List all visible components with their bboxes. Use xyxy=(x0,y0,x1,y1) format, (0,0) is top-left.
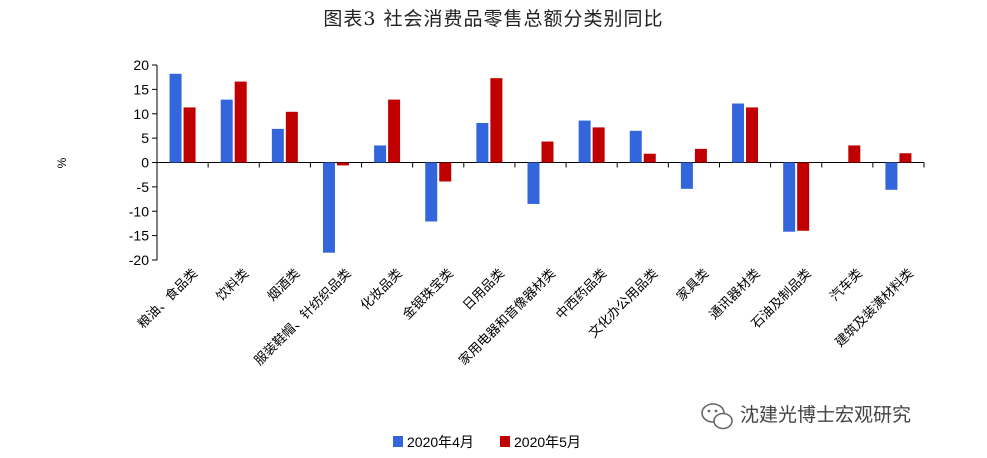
legend-label: 2020年5月 xyxy=(514,434,581,450)
x-category-label: 烟酒类 xyxy=(265,266,303,304)
bar-april xyxy=(783,162,796,232)
watermark-text: 沈建光博士宏观研究 xyxy=(740,404,911,426)
y-tick-label: -15 xyxy=(129,228,149,244)
bar-april xyxy=(680,162,693,189)
legend: 2020年4月 2020年5月 xyxy=(393,434,581,450)
x-category-label: 粮油、食品类 xyxy=(134,266,200,332)
y-tick-label: 5 xyxy=(141,130,149,146)
bar-april xyxy=(425,162,438,222)
x-category-label: 家用电器和音像器材类 xyxy=(456,266,559,369)
bar-may xyxy=(694,148,707,163)
y-tick-label: 15 xyxy=(133,81,149,97)
bar-may xyxy=(797,162,810,231)
bar-april xyxy=(322,162,335,253)
bar-may xyxy=(490,78,503,163)
bar-may xyxy=(336,162,349,166)
bar-may xyxy=(848,145,861,163)
y-tick-label: 20 xyxy=(133,57,149,73)
bar-april xyxy=(220,99,233,163)
bar-april xyxy=(374,145,387,163)
y-tick-label: -10 xyxy=(129,203,149,219)
bar-april xyxy=(476,123,489,163)
y-tick-label: 10 xyxy=(133,106,149,122)
bar-may xyxy=(592,127,605,163)
bar-may xyxy=(541,141,554,163)
y-tick-label: -5 xyxy=(137,179,150,195)
bar-may xyxy=(899,153,912,163)
bar-april xyxy=(629,130,642,163)
y-axis-label: % xyxy=(55,157,69,168)
x-category-label: 饮料类 xyxy=(214,266,252,304)
x-category-label: 汽车类 xyxy=(827,266,866,305)
bar-april xyxy=(527,162,540,204)
bar-may xyxy=(643,153,656,163)
legend-swatch xyxy=(393,436,403,447)
x-category-label: 家具类 xyxy=(673,266,712,305)
bar-may xyxy=(183,107,196,163)
x-category-label: 金银珠宝类 xyxy=(399,266,456,323)
x-category-label: 化妆品类 xyxy=(358,266,405,313)
watermark: 沈建光博士宏观研究 xyxy=(701,403,911,430)
bar-april xyxy=(578,120,591,163)
bar-may xyxy=(285,111,298,163)
chart-title: 图表3 社会消费品零售总额分类别同比 xyxy=(323,8,664,30)
legend-label: 2020年4月 xyxy=(407,434,474,450)
y-tick-label: -20 xyxy=(129,252,149,268)
x-category-label: 日用品类 xyxy=(460,266,507,313)
bar-may xyxy=(234,81,247,163)
bar-april xyxy=(271,128,284,163)
bar-april xyxy=(169,73,182,163)
y-tick-label: 0 xyxy=(141,155,149,171)
legend-swatch xyxy=(500,436,510,447)
bar-april xyxy=(885,162,898,190)
x-category-label: 服装鞋帽、针纺织品类 xyxy=(251,266,354,369)
bar-april xyxy=(732,103,745,163)
bar-may xyxy=(746,107,759,163)
bar-may xyxy=(439,162,452,182)
bar-may xyxy=(388,99,401,163)
wechat-icon xyxy=(701,403,733,430)
